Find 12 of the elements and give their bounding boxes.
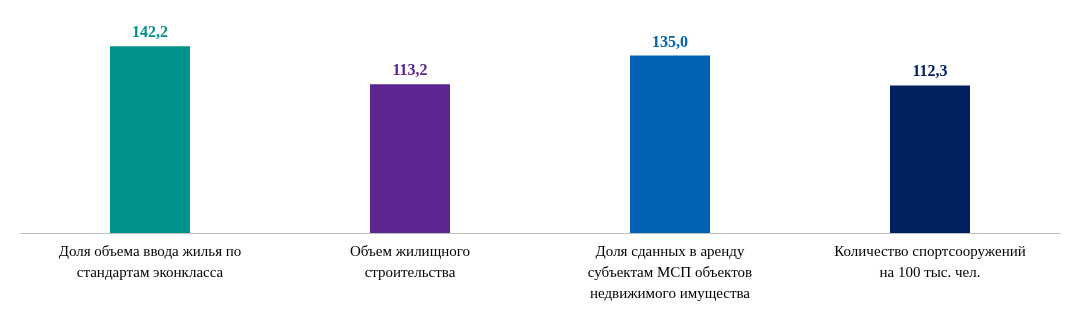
x-tick-label: Объем жилищного строительства	[349, 242, 471, 280]
x-tick-label: Доля объема ввода жилья по стандартам эконкласса	[58, 242, 242, 280]
data-label: 112,3	[912, 62, 948, 80]
bar	[110, 46, 190, 233]
x-tick-label: Доля сданных в аренду субъектам МСП объектов недвижимого имущества	[587, 242, 753, 301]
data-label: 142,2	[132, 23, 168, 41]
bar	[890, 85, 970, 233]
x-tick-label: Количество спортсооружений на 100 тыс. чел.	[834, 242, 1026, 280]
bar	[630, 55, 710, 233]
bar	[370, 84, 450, 233]
data-label: 113,2	[392, 61, 428, 79]
data-label: 135,0	[652, 32, 688, 50]
